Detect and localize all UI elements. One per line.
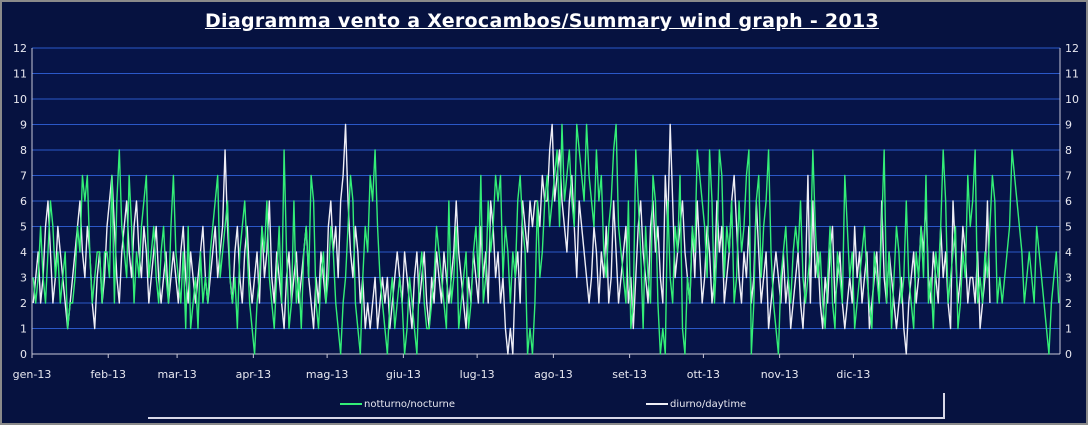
y-tick-label-right: 6 [1065, 195, 1072, 208]
legend-box [148, 393, 945, 419]
y-tick-label-right: 9 [1065, 119, 1072, 132]
x-tick-label: ott-13 [687, 368, 720, 381]
series-lines [32, 123, 1060, 355]
legend-item-nocturne: notturno/nocturne [340, 398, 455, 412]
y-tick-label-left: 2 [20, 297, 27, 310]
y-tick-label-left: 7 [20, 170, 27, 183]
x-tick-label: nov-13 [761, 368, 799, 381]
x-tick-label: gen-13 [13, 368, 52, 381]
y-tick-label-right: 3 [1065, 272, 1072, 285]
y-tick-label-left: 1 [20, 323, 27, 336]
y-tick-label-left: 11 [13, 68, 27, 81]
legend-swatch-nocturne [340, 403, 362, 405]
legend-label-daytime: diurno/daytime [670, 399, 747, 410]
y-tick-label-left: 4 [20, 246, 27, 259]
y-tick-label-right: 12 [1065, 42, 1079, 55]
x-tick-label: dic-13 [836, 368, 870, 381]
y-tick-label-left: 6 [20, 195, 27, 208]
legend-item-daytime: diurno/daytime [646, 398, 746, 412]
y-tick-label-left: 10 [13, 93, 27, 106]
y-tick-label-right: 8 [1065, 144, 1072, 157]
chart-title: Diagramma vento a Xerocambos/Summary win… [204, 10, 880, 32]
y-tick-label-right: 1 [1065, 323, 1072, 336]
x-tick-label: apr-13 [236, 368, 272, 381]
y-tick-label-left: 0 [20, 348, 27, 361]
y-tick-label-left: 9 [20, 119, 27, 132]
x-tick-label: set-13 [612, 368, 647, 381]
y-tick-label-right: 2 [1065, 297, 1072, 310]
y-tick-label-right: 0 [1065, 348, 1072, 361]
y-tick-label-left: 12 [13, 42, 27, 55]
y-tick-label-left: 8 [20, 144, 27, 157]
legend-swatch-daytime [646, 403, 668, 405]
legend-label-nocturne: notturno/nocturne [364, 399, 456, 410]
x-tick-label: giu-13 [386, 368, 421, 381]
x-tick-label: feb-13 [90, 368, 126, 381]
x-tick-label: mag-13 [306, 368, 348, 381]
series-line-nocturne [32, 123, 1060, 355]
y-tick-label-right: 11 [1065, 68, 1079, 81]
y-tick-label-left: 3 [20, 272, 27, 285]
y-tick-label-right: 4 [1065, 246, 1072, 259]
y-tick-label-right: 10 [1065, 93, 1079, 106]
y-tick-label-right: 7 [1065, 170, 1072, 183]
x-tick-label: ago-13 [534, 368, 573, 381]
x-tick-label: mar-13 [157, 368, 196, 381]
x-tick-label: lug-13 [460, 368, 495, 381]
y-tick-label-left: 5 [20, 221, 27, 234]
x-axis: gen-13 feb-13 mar-13 apr-13 mag-13 giu-13 lug-… [13, 354, 870, 381]
y-tick-label-right: 5 [1065, 221, 1072, 234]
